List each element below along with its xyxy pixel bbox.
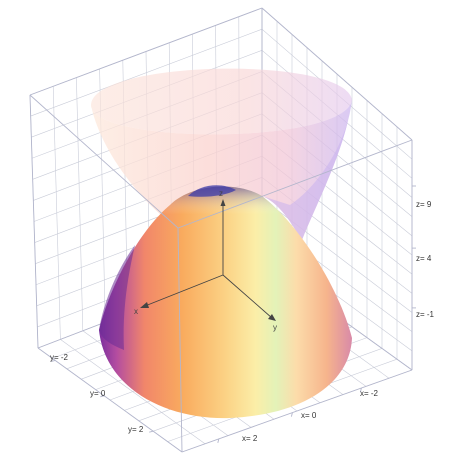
- y-axis-letter: y: [273, 323, 277, 332]
- z-tick-label: z= 9: [416, 200, 432, 209]
- x-tick-mark: [217, 438, 220, 443]
- box-edge: [177, 139, 413, 229]
- y-tick-label: y= -2: [50, 353, 69, 362]
- z-axis-letter: z: [219, 189, 223, 198]
- box-edge: [29, 94, 39, 349]
- x-tick-label: x= -2: [360, 389, 379, 398]
- box-edge: [177, 227, 183, 453]
- box-edge: [37, 347, 183, 453]
- y-tick-mark: [51, 360, 56, 362]
- y-tick-label: y= 2: [128, 425, 144, 434]
- z-tick-label: z= 4: [416, 254, 432, 263]
- y-tick-label: y= 0: [90, 389, 106, 398]
- box-edge: [181, 369, 413, 453]
- lower-paraboloid-surface: [99, 185, 352, 419]
- grid-line: [30, 28, 263, 117]
- x-axis-letter: x: [134, 307, 138, 316]
- x-tick-mark: [290, 412, 293, 417]
- upper-paraboloid-surface: [91, 68, 352, 240]
- x-tick-label: x= 0: [301, 411, 317, 420]
- box-edge: [261, 7, 413, 141]
- box-edge: [29, 94, 179, 229]
- front-box-edges: [29, 94, 416, 453]
- origin-axes: [140, 199, 276, 321]
- y-tick-mark: [149, 430, 154, 433]
- grid-line: [261, 198, 413, 313]
- y-tick-mark: [100, 395, 105, 398]
- z-tick-label: z= -1: [416, 310, 435, 319]
- x-tick-mark: [359, 387, 362, 393]
- box-edge: [29, 7, 263, 96]
- x-tick-label: x= 2: [242, 434, 258, 443]
- tick-labels: z= 9 z= 4 z= -1 y= -2 y= 0 y= 2 x= -2 x=…: [50, 200, 435, 443]
